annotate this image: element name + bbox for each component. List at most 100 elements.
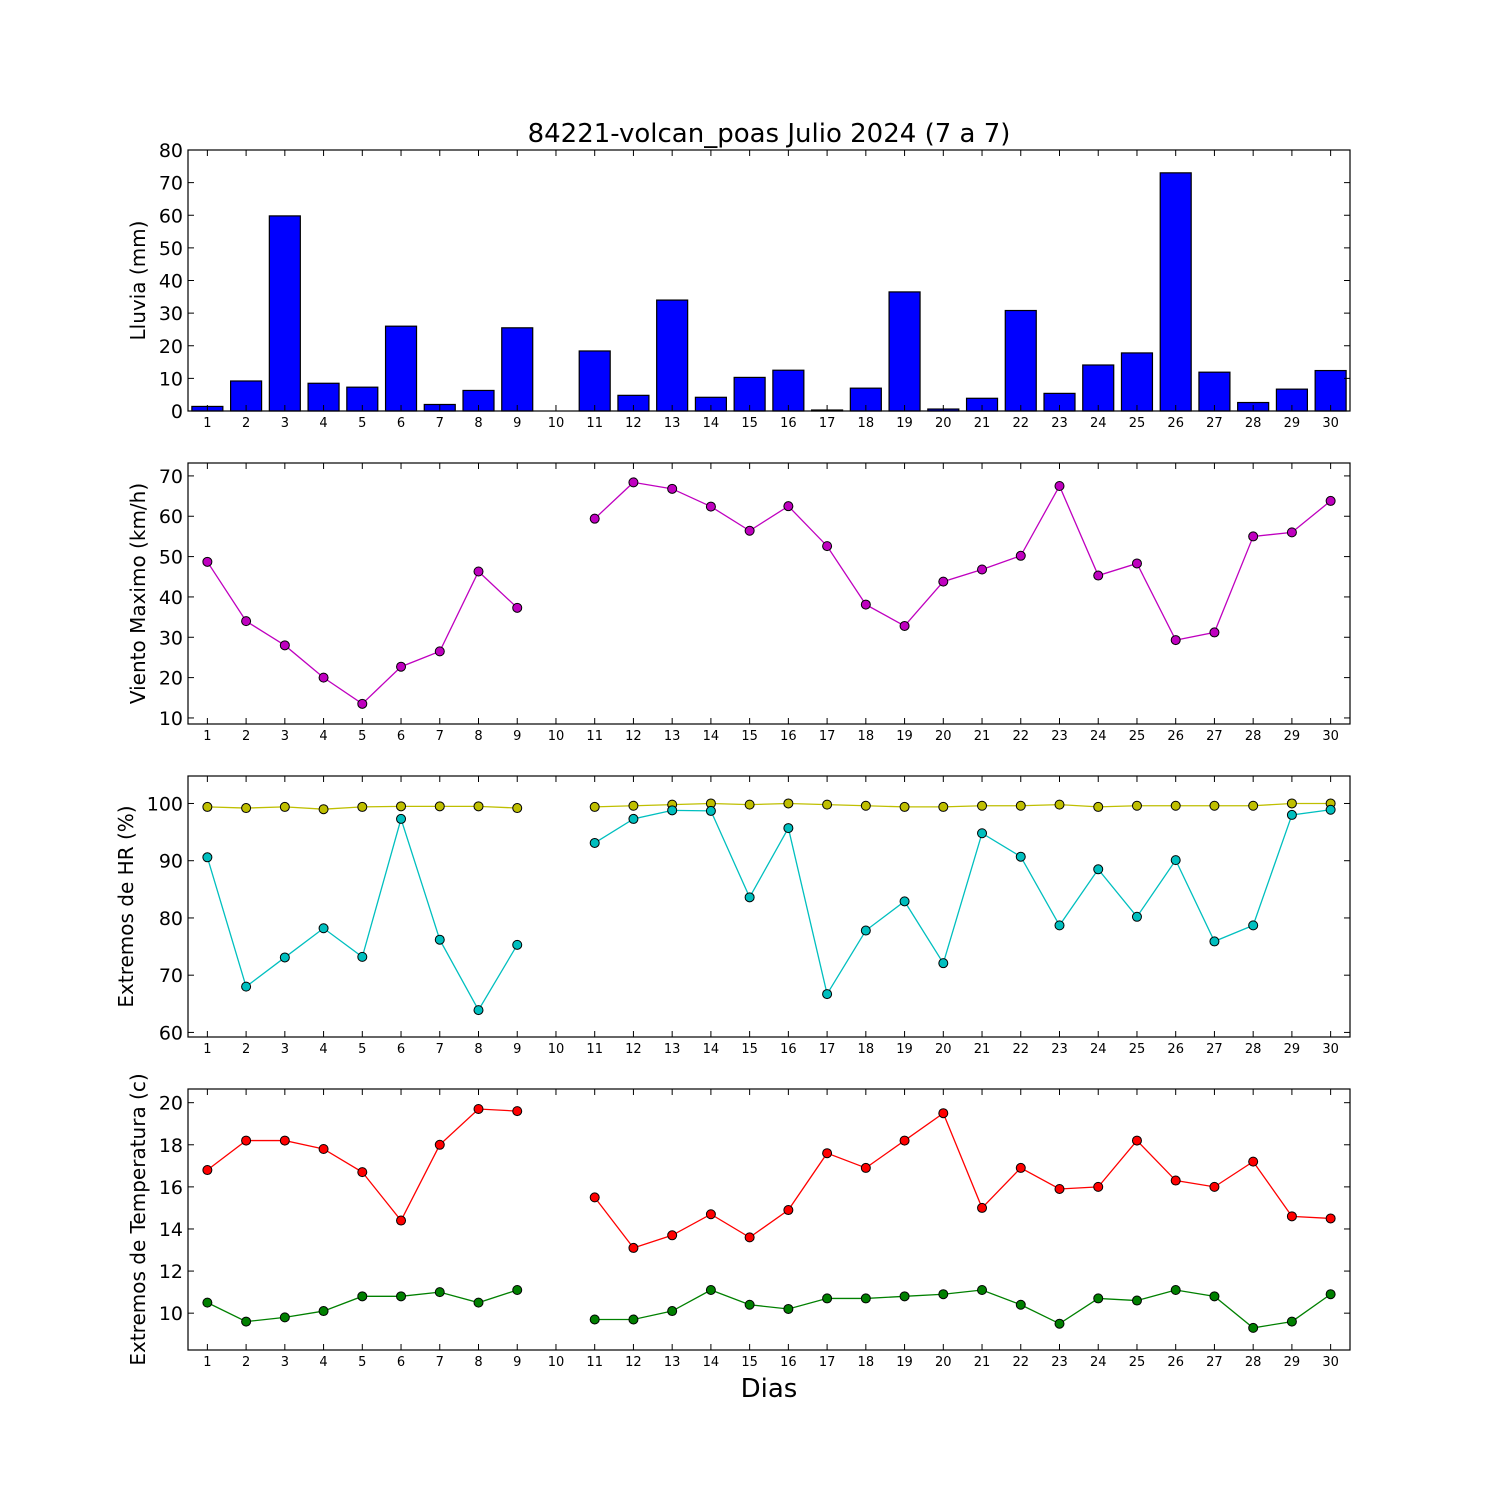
humidity-series-1-point-day-26	[1170, 800, 1181, 811]
temperature-x-tick-label: 14	[703, 1355, 720, 1370]
max-wind-x-tick-label: 29	[1284, 729, 1301, 744]
rainfall-bar-day-2	[230, 380, 263, 412]
max-wind-x-tick-label: 30	[1322, 729, 1339, 744]
temperature-x-tick-label: 15	[741, 1355, 758, 1370]
humidity-series-2-point-day-19	[899, 896, 910, 907]
temperature-x-tick-label: 12	[625, 1355, 642, 1370]
temperature-series-1-point-day-29	[1286, 1211, 1297, 1222]
temperature-series-1-line-2	[594, 1112, 1331, 1249]
humidity-y-axis-label: Extremos de HR (%)	[114, 805, 138, 1007]
rainfall-x-tick-label: 1	[203, 416, 211, 431]
humidity-series-1-point-day-7	[434, 801, 445, 812]
rainfall-x-tick-label: 19	[896, 416, 913, 431]
temperature-x-tick-label: 3	[281, 1355, 289, 1370]
humidity-series-2-point-day-29	[1286, 809, 1297, 820]
temperature-x-tick-label: 9	[513, 1355, 521, 1370]
rainfall-y-tick-label: 40	[159, 271, 183, 293]
max-wind-x-tick-label: 26	[1167, 729, 1184, 744]
temperature-series-2-point-day-23	[1054, 1318, 1065, 1329]
humidity-series-1-point-day-27	[1209, 800, 1220, 811]
rainfall-x-tick-label: 27	[1206, 416, 1223, 431]
rainfall-x-tick-label: 26	[1167, 416, 1184, 431]
max-wind-x-tick-label: 3	[281, 729, 289, 744]
humidity-y-tick-label: 80	[159, 908, 183, 930]
temperature-series-1-point-day-30	[1325, 1213, 1336, 1224]
max-wind-series-1-point-day-9	[512, 602, 523, 613]
rainfall-bar-day-11	[578, 350, 611, 412]
max-wind-series-1-point-day-3	[279, 640, 290, 651]
rainfall-x-tick-label: 23	[1051, 416, 1068, 431]
humidity-x-tick-label: 28	[1245, 1042, 1262, 1057]
humidity-series-1-point-day-12	[628, 800, 639, 811]
temperature-x-tick-label: 29	[1284, 1355, 1301, 1370]
humidity-x-tick-label: 29	[1284, 1042, 1301, 1057]
humidity-series-1-point-day-29	[1286, 798, 1297, 809]
temperature-x-tick-label: 13	[664, 1355, 681, 1370]
humidity-series-2-point-day-7	[434, 934, 445, 945]
max-wind-series-1-point-day-24	[1093, 570, 1104, 581]
max-wind-series-1-point-day-30	[1325, 495, 1336, 506]
max-wind-x-tick-label: 6	[397, 729, 405, 744]
max-wind-series-1-point-day-25	[1131, 558, 1142, 569]
temperature-series-1-point-day-21	[977, 1202, 988, 1213]
humidity-series-2-point-day-14	[705, 805, 716, 816]
humidity-x-tick-label: 14	[703, 1042, 720, 1057]
max-wind-series-1-point-day-16	[783, 501, 794, 512]
rainfall-bar-day-27	[1198, 371, 1231, 412]
rainfall-y-tick-label: 50	[159, 238, 183, 260]
rainfall-bar-day-25	[1120, 352, 1154, 412]
max-wind-y-tick-label: 10	[159, 708, 183, 730]
max-wind-series-1-line-2	[594, 481, 1332, 641]
max-wind-series-1-point-day-17	[822, 541, 833, 552]
humidity-x-tick-label: 1	[203, 1042, 211, 1057]
max-wind-x-tick-label: 17	[819, 729, 836, 744]
max-wind-x-tick-label: 2	[242, 729, 250, 744]
humidity-extremes-panel: 1 2 3 4 5 6 7 8 9 10 11 12 13 14 15 16 17 18 19 20 21 22 23 24 2…	[114, 775, 1351, 1057]
humidity-series-1-line-2	[594, 802, 1331, 808]
humidity-y-tick-label: 60	[159, 1022, 183, 1044]
max-wind-x-tick-label: 10	[548, 729, 565, 744]
max-wind-x-tick-label: 13	[664, 729, 681, 744]
rainfall-x-tick-label: 13	[664, 416, 681, 431]
humidity-series-2-point-day-26	[1170, 855, 1181, 866]
temperature-x-tick-label: 8	[474, 1355, 482, 1370]
humidity-series-2-point-day-28	[1248, 920, 1259, 931]
rainfall-bar-day-6	[384, 325, 418, 412]
humidity-series-1-point-day-15	[744, 799, 755, 810]
temperature-extremes-panel: 1 2 3 4 5 6 7 8 9 10 11 12 13 14 15 16 17 18 19 20 21 22 23 24 2…	[126, 1073, 1351, 1370]
max-wind-axes-frame	[187, 462, 1351, 725]
temperature-series-2-point-day-16	[783, 1303, 794, 1314]
humidity-series-2-point-day-5	[357, 951, 368, 962]
humidity-series-1-point-day-17	[822, 799, 833, 810]
max-wind-series-1-point-day-6	[396, 661, 407, 672]
temperature-x-tick-label: 4	[319, 1355, 327, 1370]
temperature-series-1-point-day-4	[318, 1143, 329, 1154]
temperature-axes-frame	[187, 1088, 1351, 1351]
rainfall-x-tick-label: 8	[474, 416, 482, 431]
temperature-x-tick-label: 5	[358, 1355, 366, 1370]
humidity-x-tick-label: 30	[1322, 1042, 1339, 1057]
temperature-series-1-point-day-20	[938, 1108, 949, 1119]
temperature-x-tick-label: 25	[1129, 1355, 1146, 1370]
temperature-series-1-point-day-17	[822, 1148, 833, 1159]
rainfall-x-tick-label: 16	[780, 416, 797, 431]
max-wind-series-1-point-day-28	[1248, 531, 1259, 542]
max-wind-series-1-point-day-1	[202, 556, 213, 567]
max-wind-series-1-point-day-8	[473, 566, 484, 577]
max-wind-x-tick-label: 22	[1012, 729, 1029, 744]
humidity-series-2-point-day-27	[1209, 936, 1220, 947]
humidity-series-1-point-day-5	[357, 801, 368, 812]
temperature-x-tick-label: 16	[780, 1355, 797, 1370]
temperature-series-1-point-day-19	[899, 1135, 910, 1146]
temperature-series-1-point-day-2	[241, 1135, 252, 1146]
max-wind-x-tick-label: 15	[741, 729, 758, 744]
rainfall-x-tick-label: 12	[625, 416, 642, 431]
humidity-x-tick-label: 27	[1206, 1042, 1223, 1057]
rainfall-y-tick-label: 20	[159, 336, 183, 358]
humidity-series-1-point-day-25	[1131, 800, 1142, 811]
temperature-series-1-point-day-26	[1170, 1175, 1181, 1186]
max-wind-series-1-point-day-29	[1286, 527, 1297, 538]
rainfall-x-tick-label: 29	[1284, 416, 1301, 431]
temperature-y-tick-label: 18	[159, 1135, 183, 1157]
